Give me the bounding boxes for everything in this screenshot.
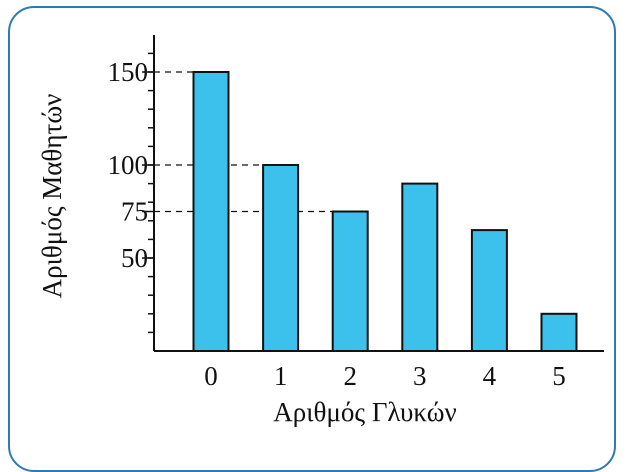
x-tick-label: 5 — [552, 361, 566, 391]
x-tick-label: 2 — [343, 361, 357, 391]
bar-1 — [262, 164, 300, 352]
chart-frame — [8, 6, 616, 472]
bar-3 — [401, 182, 439, 352]
x-tick-label: 1 — [274, 361, 288, 391]
x-tick-label: 4 — [483, 361, 497, 391]
bar-5 — [540, 312, 578, 352]
x-axis-title: Αριθμός Γλυκών — [273, 397, 457, 427]
bar-0 — [192, 71, 230, 352]
y-tick-label: 150 — [108, 57, 149, 87]
y-axis-title: Αριθμός Μαθητών — [37, 94, 67, 299]
y-tick-label: 50 — [121, 243, 148, 273]
bar-4 — [470, 229, 508, 353]
bar-chart: 50 75 100 150 0 1 2 3 4 5 Αριθμός Γλυκών Αριθμός… — [37, 35, 604, 427]
x-tick-label: 0 — [204, 361, 218, 391]
y-tick-label: 75 — [121, 197, 148, 227]
bar-2 — [331, 210, 369, 352]
x-tick-label: 3 — [413, 361, 427, 391]
y-tick-label: 100 — [108, 150, 149, 180]
